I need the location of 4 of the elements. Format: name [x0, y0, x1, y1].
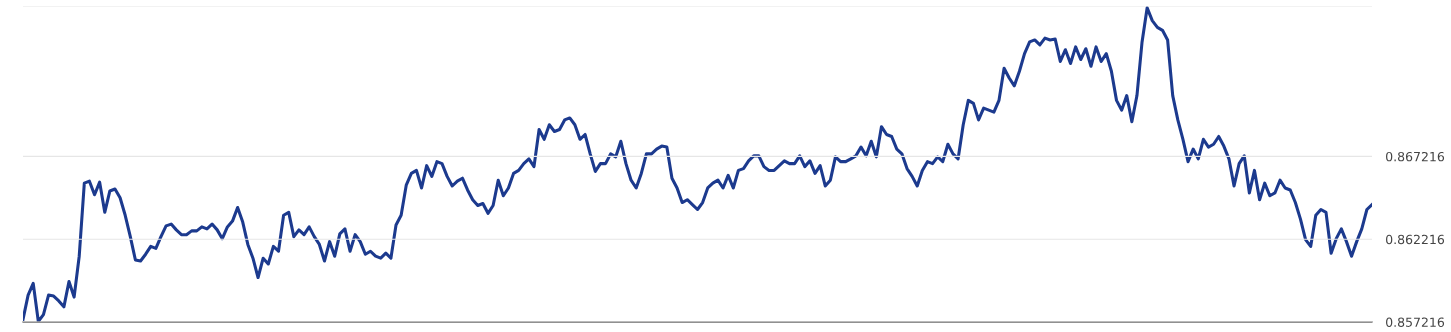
- y-tick-label: 0.862216: [1386, 234, 1445, 245]
- y-tick-label: 0.857216: [1386, 317, 1445, 327]
- y-tick-label: 0.867216: [1386, 151, 1445, 162]
- line-series: [23, 6, 1372, 322]
